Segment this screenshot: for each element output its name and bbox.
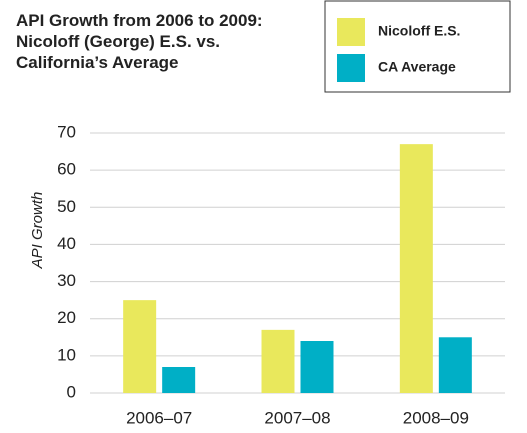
chart-title: API Growth from 2006 to 2009: Nicoloff (…	[16, 11, 263, 72]
y-tick-label: 20	[57, 308, 76, 327]
y-tick-label: 30	[57, 271, 76, 290]
bar	[399, 144, 433, 393]
legend-box	[324, 0, 511, 93]
bar	[123, 300, 157, 393]
y-tick-label: 50	[57, 197, 76, 216]
legend-swatch	[337, 18, 365, 46]
legend-swatch	[337, 54, 365, 82]
x-tick-label: 2008–09	[403, 408, 469, 427]
bar	[261, 329, 295, 393]
bar	[300, 341, 334, 393]
y-tick-label: 0	[67, 382, 76, 401]
y-axis-label: API Growth	[29, 192, 46, 270]
y-tick-label: 10	[57, 345, 76, 364]
x-tick-label: 2007–08	[264, 408, 330, 427]
bar	[438, 337, 472, 393]
legend-label: Nicoloff E.S.	[378, 23, 460, 39]
y-tick-label: 70	[57, 122, 76, 141]
y-tick-label: 40	[57, 234, 76, 253]
x-tick-label: 2006–07	[126, 408, 192, 427]
y-tick-label: 60	[57, 160, 76, 179]
legend-label: CA Average	[378, 59, 456, 75]
bar	[162, 367, 196, 393]
